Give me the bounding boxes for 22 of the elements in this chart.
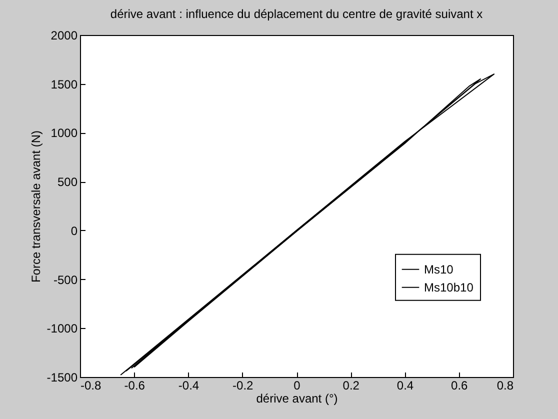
x-tick-label: 0.2: [342, 378, 360, 392]
x-tick-label: 0.6: [451, 378, 468, 392]
x-tick-label: -0.6: [124, 378, 146, 392]
y-tick-label: -1000: [46, 322, 78, 336]
y-axis-title: Force transversale avant (N): [28, 130, 43, 283]
y-tick-label: 0: [70, 224, 78, 238]
y-tick-label: -1500: [46, 370, 78, 384]
chart-title: dérive avant : influence du déplacement du centre de gravité suivant x: [110, 7, 483, 21]
legend-label: Ms10b10: [424, 280, 474, 294]
y-tick-label: 1500: [50, 77, 78, 92]
x-tick-label: 0.8: [496, 378, 514, 392]
x-axis-title: dérive avant (°): [256, 392, 338, 406]
legend-label: Ms10: [424, 262, 454, 276]
x-tick-label: 0: [294, 378, 301, 392]
y-tick-label: 1000: [50, 126, 78, 140]
x-tick-label: -0.2: [232, 378, 254, 392]
y-tick-label: 500: [57, 175, 78, 190]
x-tick-label: 0.4: [396, 378, 414, 392]
y-tick-label: -500: [53, 272, 78, 287]
x-tick-label: -0.4: [178, 378, 200, 392]
x-tick-label: -0.8: [80, 378, 102, 392]
y-tick-label: 2000: [50, 28, 78, 42]
